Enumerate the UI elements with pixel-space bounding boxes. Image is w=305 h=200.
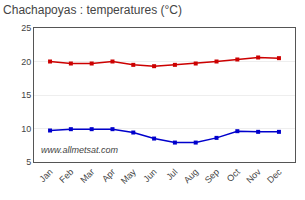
svg-text:20: 20 xyxy=(21,57,31,67)
svg-text:15: 15 xyxy=(21,90,31,100)
svg-text:Mar: Mar xyxy=(78,167,96,185)
svg-text:5: 5 xyxy=(26,157,31,167)
svg-text:25: 25 xyxy=(21,23,31,33)
svg-text:Jul: Jul xyxy=(164,167,179,182)
svg-text:Jan: Jan xyxy=(37,167,54,184)
svg-text:10: 10 xyxy=(21,124,31,134)
svg-text:Sep: Sep xyxy=(203,167,221,185)
svg-text:www.allmetsat.com: www.allmetsat.com xyxy=(41,145,119,155)
svg-text:Aug: Aug xyxy=(182,167,200,185)
svg-text:Jun: Jun xyxy=(141,167,158,184)
svg-text:Nov: Nov xyxy=(244,166,263,185)
svg-text:May: May xyxy=(119,166,138,185)
svg-text:Dec: Dec xyxy=(265,166,284,185)
svg-text:Feb: Feb xyxy=(57,167,75,185)
svg-text:Oct: Oct xyxy=(225,166,242,183)
svg-text:Apr: Apr xyxy=(100,167,117,184)
svg-text:Chachapoyas : temperatures (°C: Chachapoyas : temperatures (°C) xyxy=(3,3,182,17)
